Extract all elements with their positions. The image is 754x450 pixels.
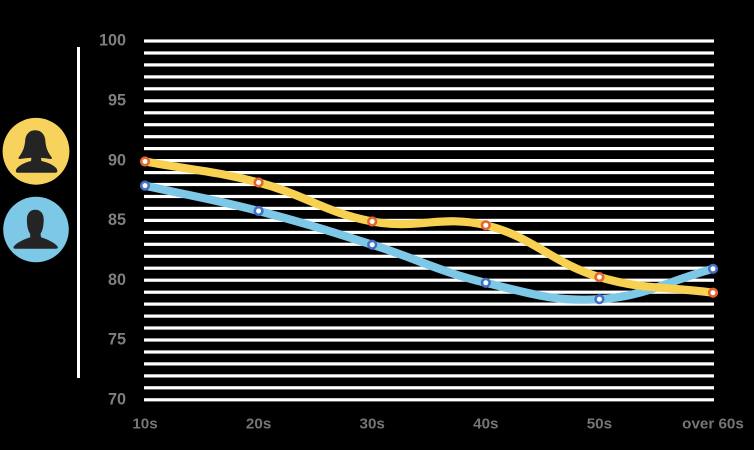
- svg-text:90: 90: [108, 151, 126, 169]
- svg-text:75: 75: [108, 331, 126, 349]
- svg-text:40s: 40s: [473, 416, 498, 433]
- svg-text:10s: 10s: [132, 416, 157, 433]
- svg-text:over 60s: over 60s: [682, 416, 744, 433]
- svg-text:50s: 50s: [587, 416, 612, 433]
- svg-text:80: 80: [108, 271, 126, 289]
- svg-text:100: 100: [99, 32, 126, 50]
- svg-text:20s: 20s: [246, 416, 271, 433]
- svg-text:85: 85: [108, 211, 126, 229]
- svg-text:70: 70: [108, 391, 126, 409]
- svg-text:30s: 30s: [360, 416, 385, 433]
- svg-text:95: 95: [108, 92, 126, 110]
